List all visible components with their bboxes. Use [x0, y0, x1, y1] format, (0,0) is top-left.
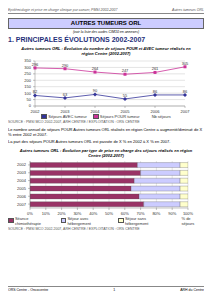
svg-text:20%: 20%: [58, 210, 66, 215]
svg-text:2004: 2004: [17, 178, 27, 183]
svg-text:30%: 30%: [73, 210, 81, 215]
html-text:1. PRINCIPALES ÉVOLUTIONS 2002: 1. PRINCIPALES ÉVOLUTIONS 2002-2007: [8, 36, 146, 43]
html-text:1: 1: [113, 288, 116, 292]
svg-text:290: 290: [62, 63, 69, 68]
svg-text:150: 150: [24, 84, 31, 89]
html-text:AUTRES TUMEURS ORL: AUTRES TUMEURS ORL: [70, 20, 142, 26]
svg-text:10%: 10%: [42, 210, 50, 215]
svg-text:63: 63: [63, 92, 68, 97]
svg-text:2007: 2007: [181, 109, 191, 114]
svg-text:350: 350: [24, 58, 31, 63]
html-text:La part des séjours POUR Autre: La part des séjours POUR Autres tumeurs …: [8, 138, 171, 144]
svg-text:2007: 2007: [17, 201, 27, 206]
svg-text:305: 305: [182, 61, 189, 66]
svg-text:200: 200: [24, 78, 31, 83]
svg-text:100: 100: [24, 91, 31, 96]
html-text:Séjours POUR tumeur: Séjours POUR tumeur: [99, 114, 140, 119]
html-text:ORS Centre - Oncocentre: ORS Centre - Oncocentre: [8, 288, 49, 292]
html-text:Séjour sans hébergement: Séjour sans hébergement: [124, 215, 149, 226]
svg-text:264: 264: [92, 66, 99, 71]
html-text:Séance chimiothérapie: Séance chimiothérapie: [14, 215, 41, 226]
svg-text:300: 300: [24, 65, 31, 70]
svg-text:2002: 2002: [17, 162, 27, 167]
html-text:% de séjours: % de séjours: [181, 215, 195, 226]
svg-text:0: 0: [29, 103, 32, 108]
svg-text:250: 250: [24, 71, 31, 76]
svg-text:86: 86: [183, 89, 188, 94]
html-text:Autres tumeurs ORL: Autres tumeurs ORL: [172, 8, 204, 12]
html-text:Autres tumeurs ORL : Évolution: Autres tumeurs ORL : Évolution par type …: [19, 147, 193, 158]
svg-text:70%: 70%: [137, 210, 145, 215]
svg-text:90: 90: [93, 88, 98, 93]
html-text:SOURCE : PMSI MCO 2002-2007, A: SOURCE : PMSI MCO 2002-2007, ARH CENTRE …: [8, 120, 140, 124]
html-text:Séjour avec hébergement: Séjour avec hébergement: [67, 215, 91, 226]
svg-text:80%: 80%: [152, 210, 160, 215]
svg-text:90%: 90%: [168, 210, 176, 215]
svg-text:40%: 40%: [89, 210, 97, 215]
html-text:Nb séjours: Nb séjours: [151, 114, 171, 119]
html-text:(voir la liste des codes CIM10: (voir la liste des codes CIM10 en annexe…: [72, 30, 140, 34]
svg-text:0%: 0%: [27, 210, 33, 215]
html-text:Epidémiologie et prise en char: Epidémiologie et prise en charge cliniqu…: [8, 8, 118, 12]
svg-text:60%: 60%: [121, 210, 129, 215]
svg-text:50: 50: [27, 97, 32, 102]
svg-text:55: 55: [123, 93, 128, 98]
svg-text:2006: 2006: [151, 109, 161, 114]
svg-text:2003: 2003: [61, 109, 71, 114]
svg-text:82: 82: [33, 89, 38, 94]
svg-text:247: 247: [122, 68, 129, 73]
svg-text:86: 86: [153, 89, 158, 94]
html-text:SOURCE : PMSI MCO 2002-2007, A: SOURCE : PMSI MCO 2002-2007, ARH CENTRE …: [8, 226, 140, 231]
svg-text:2004: 2004: [91, 109, 101, 114]
svg-text:2006: 2006: [17, 193, 27, 198]
html-text:Le nombre annuel de séjours PO: Le nombre annuel de séjours POUR Autres …: [8, 126, 203, 137]
html-text:ARH du Centre: ARH du Centre: [180, 288, 204, 292]
svg-text:261: 261: [152, 66, 159, 71]
svg-text:2003: 2003: [17, 170, 27, 175]
svg-text:2005: 2005: [17, 185, 27, 190]
svg-text:296: 296: [32, 62, 39, 67]
html-text:Séjours AVEC tumeur: Séjours AVEC tumeur: [48, 114, 87, 119]
svg-text:50%: 50%: [105, 210, 113, 215]
svg-text:2002: 2002: [31, 109, 41, 114]
svg-text:2005: 2005: [121, 109, 131, 114]
svg-text:100%: 100%: [183, 210, 194, 215]
html-text:Autres tumeurs ORL : Évolution: Autres tumeurs ORL : Évolution du nombre…: [21, 46, 191, 56]
